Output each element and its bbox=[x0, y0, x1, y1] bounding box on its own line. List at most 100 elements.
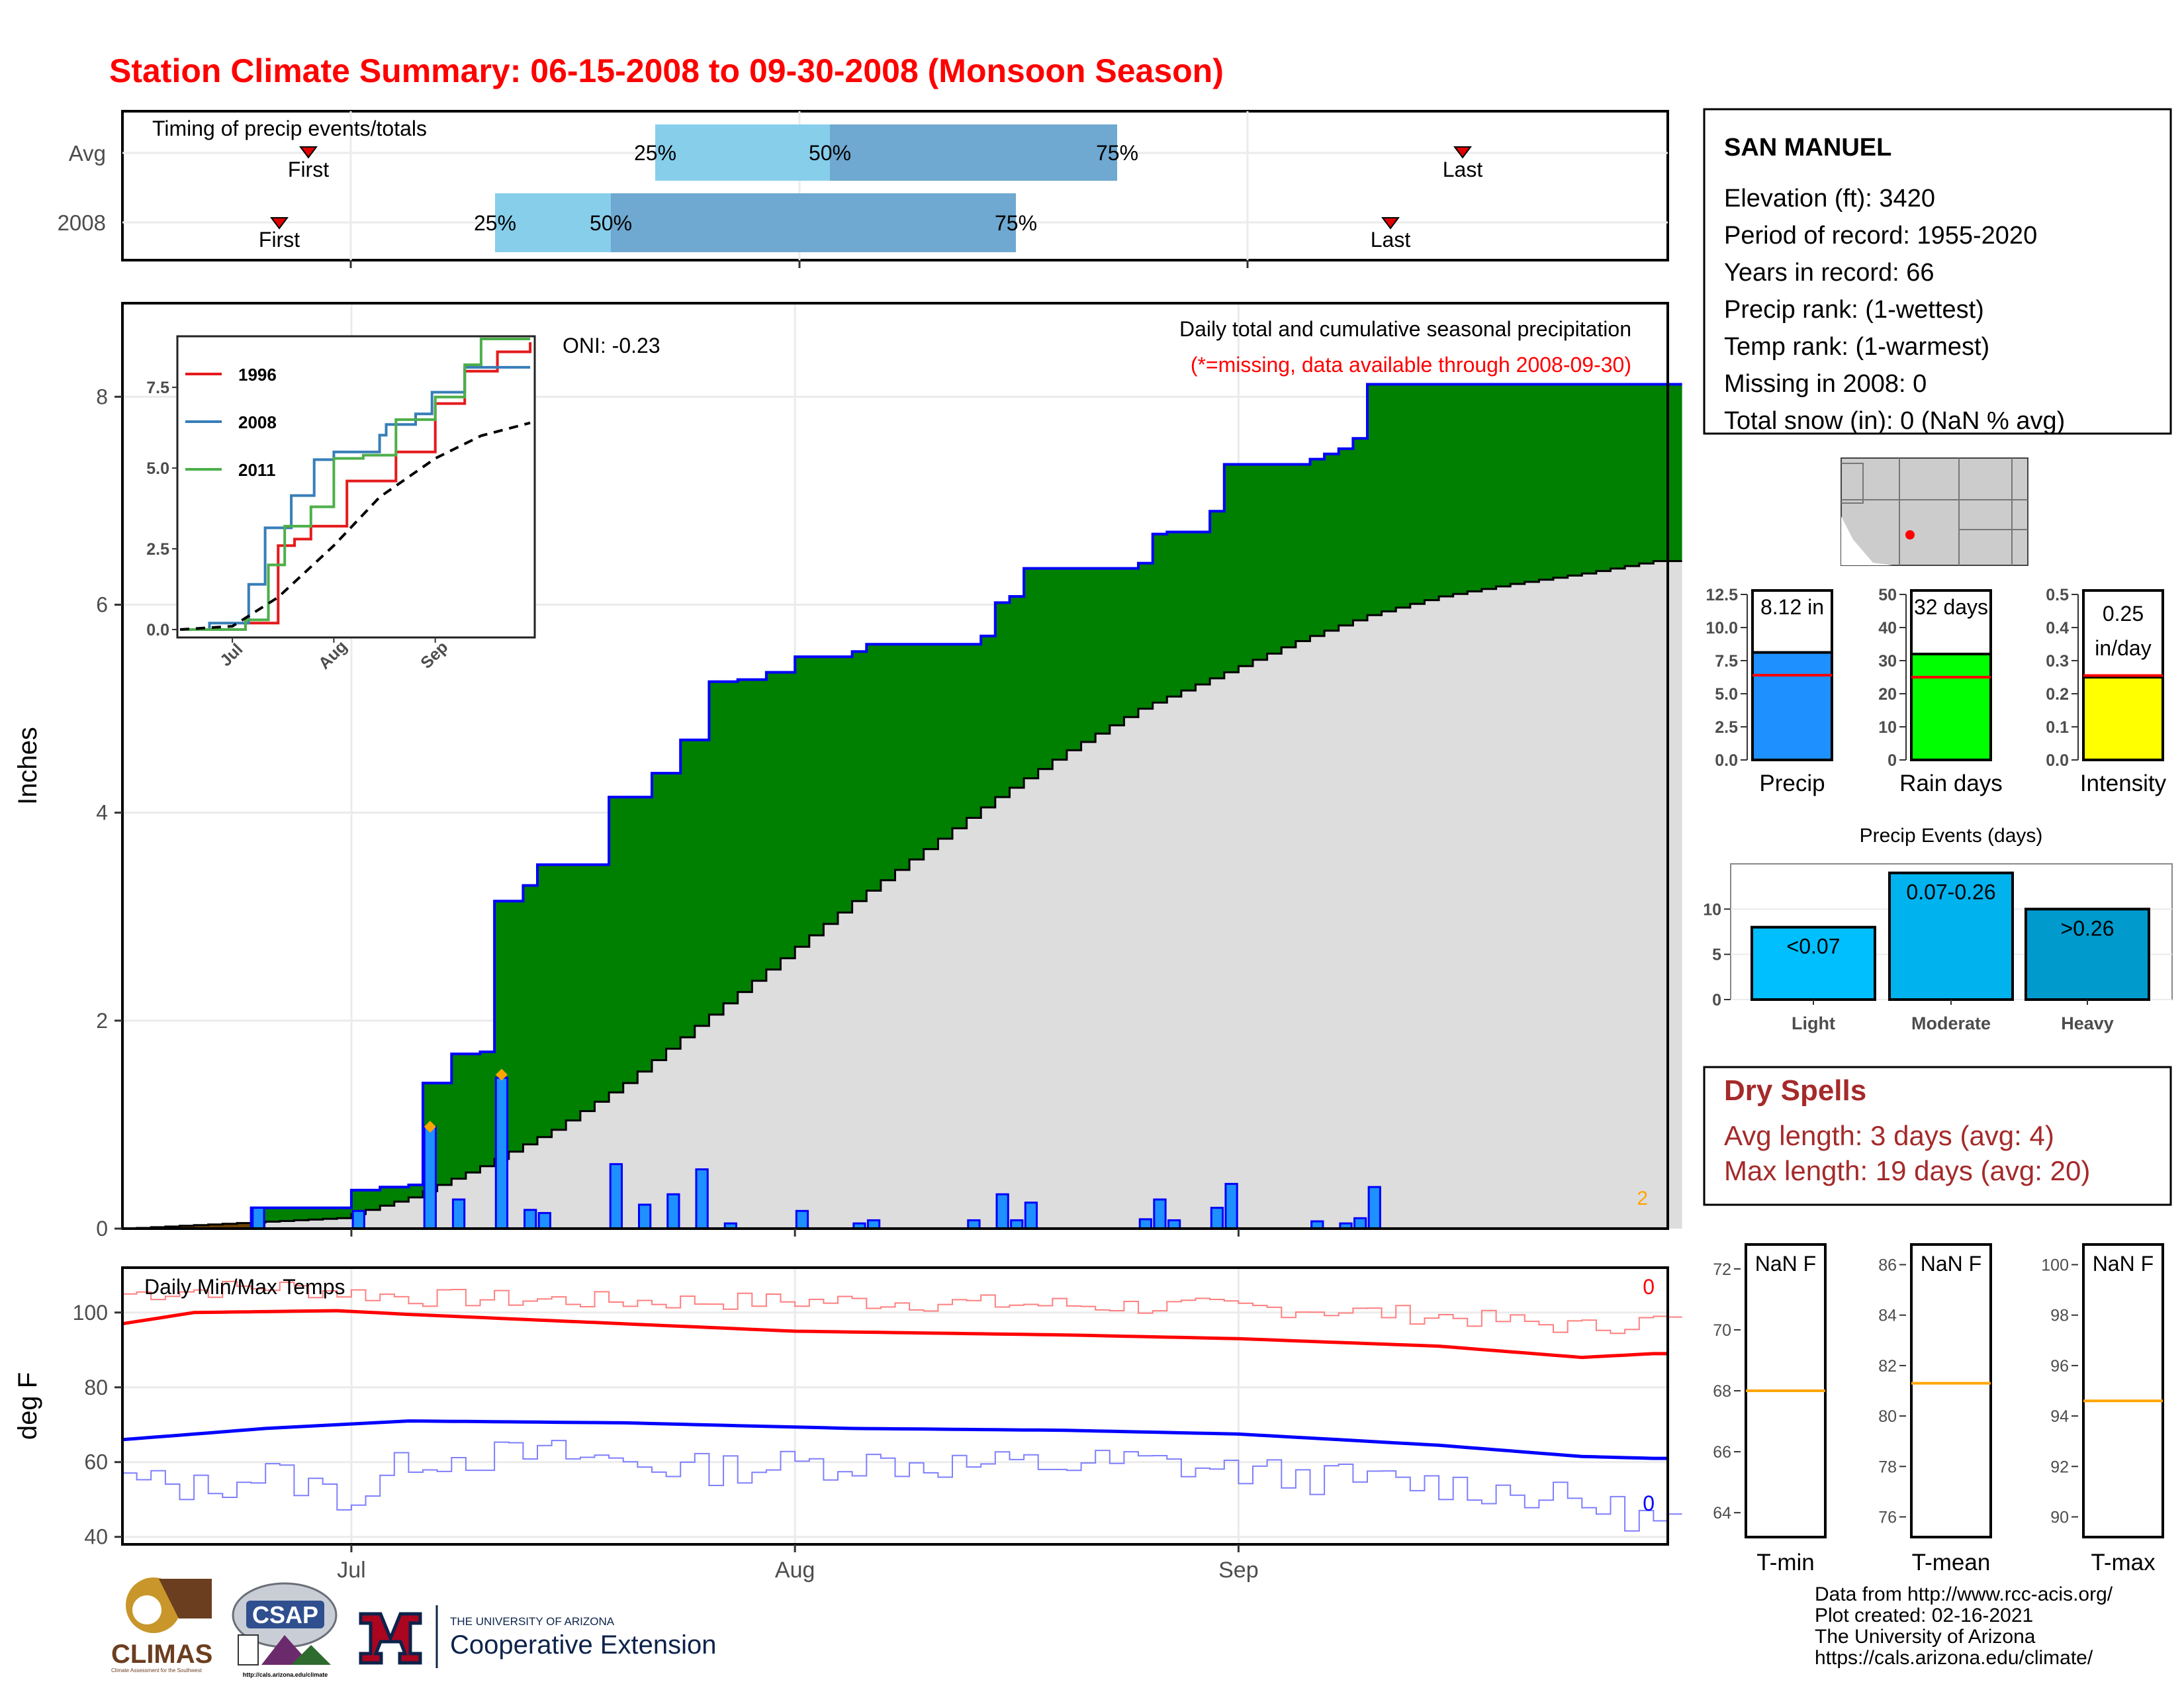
y-tick-label: 4 bbox=[96, 801, 108, 825]
mini-y-tick-label: 50 bbox=[1878, 586, 1897, 604]
mini-y-tick-label: 0.4 bbox=[2046, 619, 2069, 637]
daily-precip-bar bbox=[795, 1209, 809, 1230]
mini-y-tick-label: 12.5 bbox=[1706, 586, 1738, 604]
temp-box-y-tick-label: 78 bbox=[1878, 1458, 1897, 1476]
temp-box-label: T-max bbox=[2091, 1550, 2156, 1575]
mini-y-tick-label: 40 bbox=[1878, 619, 1897, 637]
yr-p25-label: 25% bbox=[474, 211, 516, 235]
mini-value-bar bbox=[1910, 653, 1992, 761]
y-tick-label: 2 bbox=[96, 1009, 108, 1033]
temp-box-frame bbox=[1910, 1243, 1992, 1538]
temp-y-tick-label: 80 bbox=[84, 1376, 108, 1399]
mini-y-tick-label: 0.3 bbox=[2046, 652, 2069, 671]
legend-2008-label: 2008 bbox=[238, 412, 277, 432]
inset-y-tick-label: 7.5 bbox=[146, 379, 169, 397]
yr-50-75-bar bbox=[611, 193, 1016, 252]
avg-first-label: First bbox=[288, 158, 329, 181]
surplus-area bbox=[122, 384, 1682, 1229]
temperature-summary-boxes: 64 66 68 70 72 NaN F T-min 76 78 80 82 84 86 NaN F T-m… bbox=[1713, 1243, 2164, 1575]
temp-y-tick-label: 60 bbox=[84, 1450, 108, 1474]
oni-label: ONI: -0.23 bbox=[563, 334, 660, 357]
yr-last-label: Last bbox=[1371, 228, 1411, 252]
mini-y-tick-label: 7.5 bbox=[1715, 652, 1738, 671]
daily-precip-bar bbox=[1138, 1218, 1153, 1230]
footer-url: https://cals.arizona.edu/climate/ bbox=[1815, 1647, 2093, 1669]
mini-y-tick-label: 0.1 bbox=[2046, 718, 2069, 737]
dry-spells-title: Dry Spells bbox=[1724, 1074, 1866, 1107]
footer-org: The University of Arizona bbox=[1815, 1626, 2036, 1648]
university-logo: THE UNIVERSITY OF ARIZONA Cooperative Ex… bbox=[359, 1605, 716, 1668]
average-min-temp-line bbox=[122, 1419, 1668, 1460]
mini-value-label: 8.12 in bbox=[1760, 595, 1824, 619]
x-tick-label: Aug bbox=[775, 1558, 815, 1583]
legend-1996-label: 1996 bbox=[238, 365, 277, 385]
temp-box-y-tick-label: 98 bbox=[2050, 1307, 2069, 1325]
inset-legend: 1996 2008 2011 bbox=[185, 365, 277, 480]
x-tick-label: Jul bbox=[337, 1558, 365, 1583]
dry-spells-avg: Avg length: 3 days (avg: 4) bbox=[1724, 1120, 2054, 1151]
inset-y-tick-label: 0.0 bbox=[146, 621, 169, 639]
mini-value-bar bbox=[1751, 651, 1833, 761]
missing-note: (*=missing, data available through 2008-… bbox=[1191, 353, 1631, 377]
inset-series-1996 bbox=[180, 342, 532, 631]
event-category-label: Heavy bbox=[2061, 1013, 2114, 1033]
station-temp-rank: Temp rank: (1-warmest) bbox=[1724, 333, 1989, 361]
station-location-dot bbox=[1905, 530, 1915, 539]
inset-y-tick-label: 5.0 bbox=[146, 459, 169, 478]
x-tick-label: Sep bbox=[1218, 1558, 1259, 1583]
event-category-label: Light bbox=[1792, 1013, 1835, 1033]
yr-p75-label: 75% bbox=[995, 211, 1037, 235]
y-tick-label: 8 bbox=[96, 385, 108, 408]
precip-caption: Daily total and cumulative seasonal prec… bbox=[1179, 317, 1631, 341]
temp-box-value: NaN F bbox=[1755, 1252, 1816, 1276]
ua-top-text: THE UNIVERSITY OF ARIZONA bbox=[450, 1615, 615, 1628]
record-marker bbox=[495, 1068, 508, 1081]
mini-y-tick-label: 30 bbox=[1878, 652, 1897, 671]
mini-bar-raindays: 0 10 20 30 40 50 32 days Rain days bbox=[1878, 586, 2003, 796]
mini-y-tick-label: 10 bbox=[1878, 718, 1897, 737]
observed-cumulative-line bbox=[122, 383, 1682, 1230]
station-missing: Missing in 2008: 0 bbox=[1724, 370, 1927, 398]
avg-50-75-bar bbox=[830, 124, 1117, 181]
mini-y-tick-label: 5.0 bbox=[1715, 685, 1738, 704]
yr-p50-label: 50% bbox=[590, 211, 632, 235]
station-info: SAN MANUEL Elevation (ft): 3420 Period o… bbox=[1703, 108, 2172, 435]
daily-precip-bar bbox=[637, 1203, 652, 1230]
mini-value-unit: in/day bbox=[2095, 636, 2151, 660]
temp-y-label: deg F bbox=[13, 1372, 42, 1440]
temp-box-y-tick-label: 92 bbox=[2050, 1458, 2069, 1476]
avg-p75-label: 75% bbox=[1096, 141, 1138, 165]
mini-bar-intensity: 0.0 0.1 0.2 0.3 0.4 0.5 0.25 in/day Intensity bbox=[2046, 586, 2166, 796]
daily-precip-bar bbox=[423, 1125, 437, 1230]
footer-source: Data from http://www.rcc-acis.org/ bbox=[1815, 1583, 2113, 1605]
temp-box-label: T-mean bbox=[1912, 1550, 1991, 1575]
avg-p25-label: 25% bbox=[634, 141, 676, 165]
legend-2011-label: 2011 bbox=[238, 460, 275, 480]
footer-created: Plot created: 02-16-2021 bbox=[1815, 1605, 2033, 1626]
mini-value-label: 32 days bbox=[1914, 595, 1988, 619]
event-bar-label: >0.26 bbox=[2061, 916, 2115, 940]
page-title: Station Climate Summary: 06-15-2008 to 0… bbox=[109, 52, 1224, 89]
temp-box-y-tick-label: 66 bbox=[1713, 1443, 1731, 1462]
mini-value-bar bbox=[2082, 676, 2164, 761]
yr-first-marker bbox=[270, 217, 289, 230]
surplus-area-early bbox=[251, 1207, 351, 1221]
mini-y-tick-label: 0.0 bbox=[2046, 751, 2069, 770]
temp-box-t-max: 90 92 94 96 98 100 NaN F T-max bbox=[2041, 1243, 2164, 1575]
station-snow: Total snow (in): 0 (NaN % avg) bbox=[1724, 407, 2065, 435]
daily-precip-bar bbox=[494, 1076, 509, 1230]
temp-box-frame bbox=[2082, 1243, 2164, 1538]
temp-box-y-tick-label: 68 bbox=[1713, 1382, 1731, 1401]
daily-precip-bar bbox=[1224, 1182, 1238, 1230]
event-bar-heavy bbox=[2025, 908, 2150, 1002]
mini-y-tick-label: 20 bbox=[1878, 685, 1897, 704]
temp-y-tick-label: 40 bbox=[84, 1525, 108, 1549]
precip-panel: 0 2 4 6 8 Inches ONI: -0.23 Daily total and … bbox=[13, 302, 1682, 1241]
mini-frame bbox=[1910, 589, 1992, 761]
temp-box-y-tick-label: 96 bbox=[2050, 1357, 2069, 1376]
temp-box-value: NaN F bbox=[1921, 1252, 1981, 1276]
avg-last-label: Last bbox=[1443, 158, 1483, 181]
temp-box-y-tick-label: 72 bbox=[1713, 1260, 1731, 1279]
